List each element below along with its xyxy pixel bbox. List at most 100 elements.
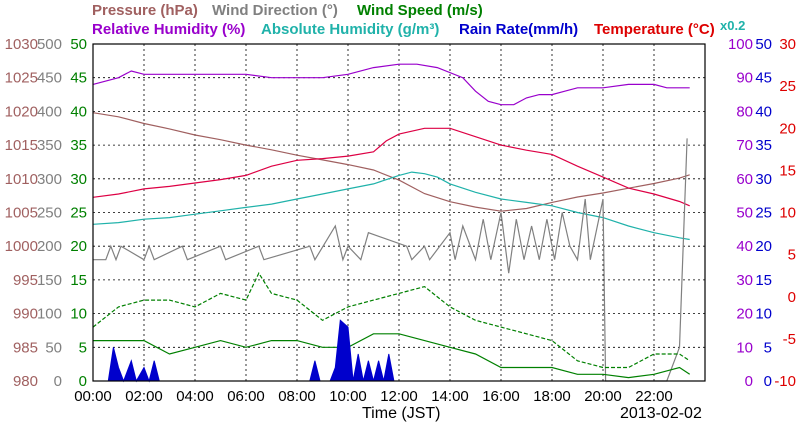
y-tick-label-temperature: 5 bbox=[788, 247, 796, 264]
series-temperature-c bbox=[92, 127, 690, 207]
y-tick-label-wind-speed: 25 bbox=[70, 205, 87, 222]
y-tick-label-wind-speed: 35 bbox=[70, 137, 87, 154]
series-absolute-humidity-g-m bbox=[92, 171, 690, 241]
y-tick-label-relative-humidity: 40 bbox=[736, 238, 753, 255]
y-tick-label-wind-speed: 5 bbox=[79, 339, 87, 356]
y-tick-label-wind-speed: 15 bbox=[70, 272, 87, 289]
legend-abs-hum-scale: x0.2 bbox=[720, 18, 745, 33]
legend-rain-rate: Rain Rate(mm/h) bbox=[459, 21, 578, 38]
x-tick-label: 22:00 bbox=[635, 388, 673, 405]
series-pressure-hpa bbox=[92, 112, 690, 212]
y-tick-label-pressure: 985 bbox=[13, 339, 38, 356]
x-tick-label: 06:00 bbox=[227, 388, 265, 405]
x-tick-label: 00:00 bbox=[74, 388, 112, 405]
y-tick-label-pressure: 1030 bbox=[5, 36, 38, 53]
y-tick-label-relative-humidity: 60 bbox=[736, 171, 753, 188]
y-tick-label-relative-humidity: 0 bbox=[745, 373, 753, 390]
y-tick-label-pressure: 1025 bbox=[5, 70, 38, 87]
y-tick-label-wind-direction: 350 bbox=[37, 137, 62, 154]
y-tick-label-pressure: 1000 bbox=[5, 238, 38, 255]
y-tick-label-temperature: 20 bbox=[779, 120, 796, 137]
chart-grid bbox=[93, 44, 705, 381]
y-tick-label-relative-humidity: 90 bbox=[736, 70, 753, 87]
y-tick-label-rain-rate: 50 bbox=[755, 36, 772, 53]
series-wind-speed-gust-m-s bbox=[92, 271, 691, 369]
y-tick-label-temperature: 0 bbox=[788, 289, 796, 306]
y-tick-label-relative-humidity: 10 bbox=[736, 339, 753, 356]
series-rain-rate-mm-h bbox=[93, 319, 603, 383]
legend-temperature: Temperature (°C) bbox=[594, 21, 715, 38]
y-tick-label-rain-rate: 10 bbox=[755, 306, 772, 323]
y-tick-label-wind-speed: 50 bbox=[70, 36, 87, 53]
x-tick-label: 02:00 bbox=[125, 388, 163, 405]
y-tick-label-relative-humidity: 80 bbox=[736, 103, 753, 120]
x-tick-label: 04:00 bbox=[176, 388, 214, 405]
y-tick-label-temperature: 25 bbox=[779, 78, 796, 95]
y-tick-label-wind-speed: 30 bbox=[70, 171, 87, 188]
y-tick-label-wind-direction: 450 bbox=[37, 70, 62, 87]
legend-wind-direction: Wind Direction (°) bbox=[212, 2, 338, 19]
series-wind-speed-m-s bbox=[93, 333, 691, 379]
x-tick-label: 20:00 bbox=[584, 388, 622, 405]
y-tick-label-temperature: 10 bbox=[779, 205, 796, 222]
y-tick-label-relative-humidity: 50 bbox=[736, 205, 753, 222]
y-tick-label-wind-speed: 10 bbox=[70, 306, 87, 323]
y-tick-label-rain-rate: 35 bbox=[755, 137, 772, 154]
legend-relative-humidity: Relative Humidity (%) bbox=[92, 21, 245, 38]
y-tick-label-rain-rate: 25 bbox=[755, 205, 772, 222]
y-tick-label-rain-rate: 40 bbox=[755, 103, 772, 120]
y-tick-label-wind-direction: 250 bbox=[37, 205, 62, 222]
y-tick-label-temperature: 15 bbox=[779, 162, 796, 179]
y-tick-label-relative-humidity: 70 bbox=[736, 137, 753, 154]
y-tick-label-wind-speed: 40 bbox=[70, 103, 87, 120]
y-tick-label-rain-rate: 20 bbox=[755, 238, 772, 255]
y-tick-label-wind-direction: 500 bbox=[37, 36, 62, 53]
legend-pressure: Pressure (hPa) bbox=[92, 2, 198, 19]
y-tick-label-temperature: -10 bbox=[774, 373, 796, 390]
y-tick-label-temperature: -5 bbox=[783, 331, 796, 348]
legend-wind-speed: Wind Speed (m/s) bbox=[357, 2, 483, 19]
y-tick-label-pressure: 1015 bbox=[5, 137, 38, 154]
y-tick-label-relative-humidity: 20 bbox=[736, 306, 753, 323]
y-tick-label-wind-direction: 300 bbox=[37, 171, 62, 188]
x-tick-label: 14:00 bbox=[431, 388, 469, 405]
x-tick-label: 10:00 bbox=[329, 388, 367, 405]
x-axis-label: Time (JST) bbox=[362, 405, 441, 422]
plot-frame bbox=[92, 43, 706, 382]
y-tick-label-rain-rate: 45 bbox=[755, 70, 772, 87]
series-wind-direction bbox=[93, 138, 688, 382]
y-tick-label-relative-humidity: 100 bbox=[728, 36, 753, 53]
y-tick-label-pressure: 980 bbox=[13, 373, 38, 390]
y-axes: 1030102510201015101010051000995990985980… bbox=[5, 36, 796, 390]
y-tick-label-wind-direction: 50 bbox=[45, 339, 62, 356]
y-tick-label-rain-rate: 30 bbox=[755, 171, 772, 188]
y-tick-label-pressure: 995 bbox=[13, 272, 38, 289]
chart-legend: Pressure (hPa) Wind Direction (°) Wind S… bbox=[92, 2, 745, 38]
x-axis: 00:00 02:00 04:00 06:00 08:00 10:00 12:00 14:00… bbox=[74, 388, 673, 405]
y-tick-label-pressure: 990 bbox=[13, 306, 38, 323]
y-tick-label-wind-direction: 200 bbox=[37, 238, 62, 255]
y-tick-label-pressure: 1010 bbox=[5, 171, 38, 188]
y-tick-label-pressure: 1005 bbox=[5, 205, 38, 222]
y-tick-label-wind-speed: 0 bbox=[79, 373, 87, 390]
y-tick-label-wind-direction: 400 bbox=[37, 103, 62, 120]
chart-series bbox=[92, 63, 691, 383]
y-tick-label-relative-humidity: 30 bbox=[736, 272, 753, 289]
y-tick-label-pressure: 1020 bbox=[5, 103, 38, 120]
x-tick-label: 18:00 bbox=[533, 388, 571, 405]
series-relative-humidity bbox=[92, 63, 690, 106]
y-tick-label-rain-rate: 0 bbox=[764, 373, 772, 390]
y-tick-label-wind-direction: 150 bbox=[37, 272, 62, 289]
y-tick-label-rain-rate: 5 bbox=[764, 339, 772, 356]
y-tick-label-rain-rate: 15 bbox=[755, 272, 772, 289]
y-tick-label-wind-speed: 45 bbox=[70, 70, 87, 87]
y-tick-label-wind-speed: 20 bbox=[70, 238, 87, 255]
x-tick-label: 16:00 bbox=[482, 388, 520, 405]
chart-date: 2013-02-02 bbox=[620, 405, 702, 422]
y-tick-label-wind-direction: 0 bbox=[54, 373, 62, 390]
y-tick-label-temperature: 30 bbox=[779, 36, 796, 53]
legend-absolute-humidity: Absolute Humidity (g/m³) bbox=[261, 21, 439, 38]
y-tick-label-wind-direction: 100 bbox=[37, 306, 62, 323]
x-tick-label: 08:00 bbox=[278, 388, 316, 405]
